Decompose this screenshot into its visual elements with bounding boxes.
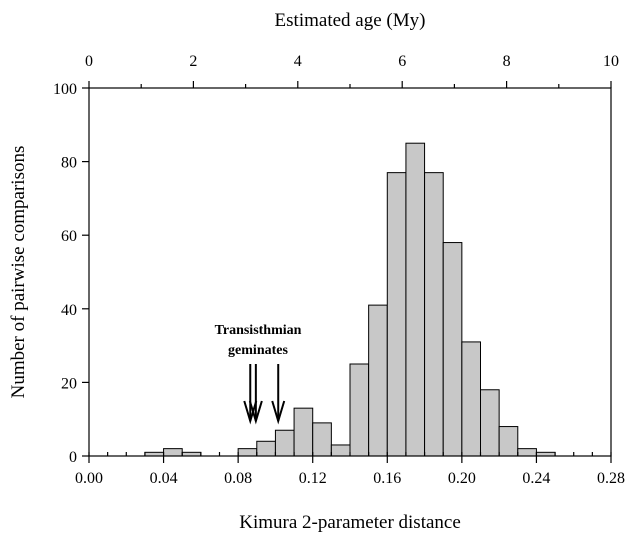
histogram-bar bbox=[461, 341, 482, 457]
top-tick-label: 6 bbox=[398, 53, 406, 70]
histogram-bar bbox=[442, 242, 463, 457]
y-axis-title: Number of pairwise comparisons bbox=[8, 146, 29, 399]
x-tick-label: 0.16 bbox=[373, 470, 401, 487]
annotation-arrows bbox=[243, 364, 286, 425]
top-tick-label: 0 bbox=[85, 53, 93, 70]
histogram-bar bbox=[386, 172, 407, 457]
annotation-arrow bbox=[248, 364, 263, 425]
y-tick-label: 60 bbox=[61, 228, 77, 245]
histogram-bar bbox=[480, 389, 500, 457]
histogram-bars bbox=[144, 142, 556, 457]
x-tick-label: 0.04 bbox=[150, 470, 178, 487]
histogram-bar bbox=[517, 448, 537, 457]
x-tick-label: 0.08 bbox=[224, 470, 252, 487]
x-axis-title: Kimura 2-parameter distance bbox=[239, 512, 461, 533]
annotation-label-line1: Transisthmian bbox=[215, 323, 302, 338]
histogram-bar bbox=[293, 407, 314, 457]
annotation-label-line2: geminates bbox=[228, 343, 288, 358]
histogram-bar bbox=[330, 444, 351, 457]
histogram-bar bbox=[405, 142, 426, 457]
y-tick-label: 20 bbox=[61, 375, 77, 392]
histogram-bar bbox=[163, 448, 183, 457]
histogram-bar bbox=[312, 422, 332, 457]
histogram-bar bbox=[424, 172, 444, 457]
y-tick-label: 100 bbox=[53, 81, 77, 98]
x-tick-label: 0.28 bbox=[597, 470, 625, 487]
axis-ticks bbox=[82, 81, 612, 463]
histogram-bar bbox=[237, 448, 258, 457]
x-tick-label: 0.00 bbox=[75, 470, 103, 487]
annotation-arrow bbox=[271, 364, 286, 425]
y-tick-label: 80 bbox=[61, 155, 77, 172]
top-tick-label: 8 bbox=[503, 53, 511, 70]
top-tick-label: 10 bbox=[603, 53, 619, 70]
x-tick-label: 0.12 bbox=[299, 470, 327, 487]
y-tick-label: 0 bbox=[69, 449, 77, 466]
x-tick-label: 0.24 bbox=[522, 470, 550, 487]
top-axis-title: Estimated age (My) bbox=[275, 10, 426, 31]
histogram-bar bbox=[274, 429, 295, 457]
histogram-bar bbox=[349, 363, 370, 457]
annotation-arrow bbox=[243, 364, 258, 425]
histogram-bar bbox=[256, 440, 276, 457]
tick-labels: 0.00 0.04 0.08 0.12 0.16 0.20 0.24 0.2802040608… bbox=[53, 53, 625, 487]
x-tick-label: 0.20 bbox=[448, 470, 476, 487]
top-tick-label: 4 bbox=[294, 53, 302, 70]
top-tick-label: 2 bbox=[189, 53, 197, 70]
histogram-bar bbox=[498, 426, 519, 457]
histogram-bar bbox=[368, 304, 388, 457]
y-tick-label: 40 bbox=[61, 302, 77, 319]
